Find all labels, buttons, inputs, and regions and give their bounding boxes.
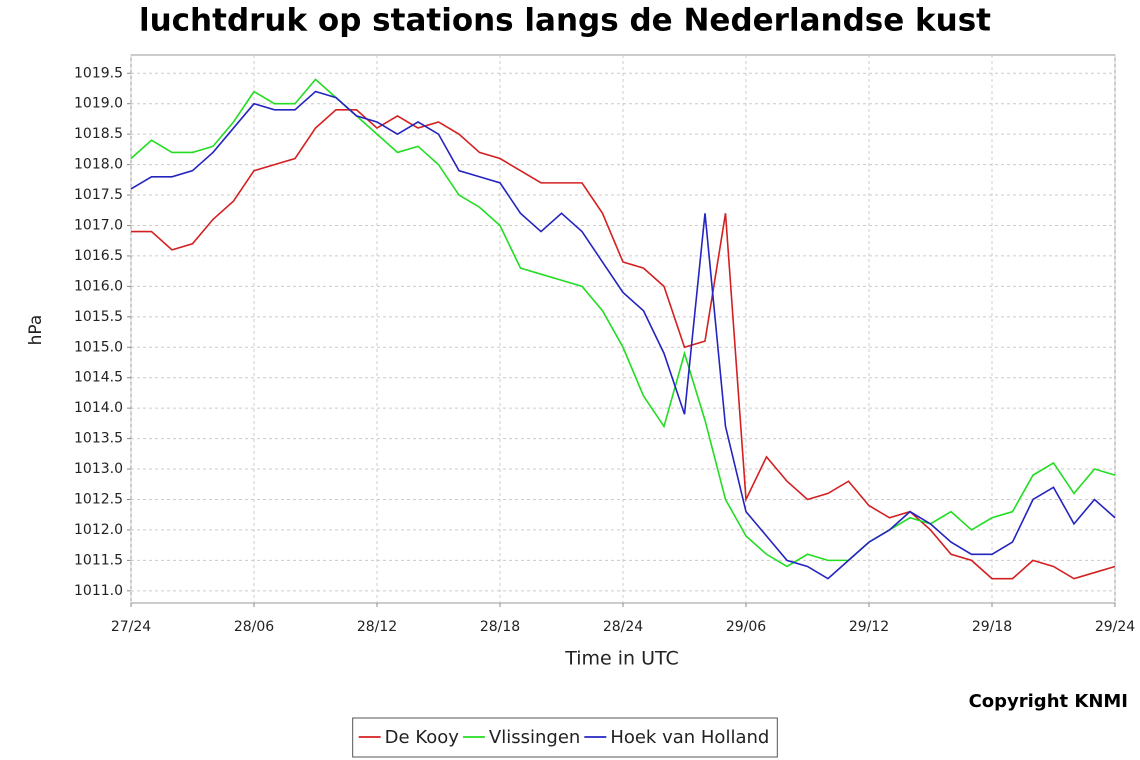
y-tick-label: 1012.0 [74,522,123,538]
copyright: Copyright KNMI [969,691,1128,712]
x-tick-label: 28/12 [357,619,397,635]
x-tick-label: 28/24 [603,619,643,635]
y-tick-label: 1019.0 [74,96,123,112]
y-tick-label: 1018.5 [74,126,123,142]
series-line [131,109,1116,580]
y-tick-label: 1015.5 [74,309,123,325]
x-tick-label: 29/18 [972,619,1012,635]
y-tick-label: 1015.0 [74,339,123,355]
y-axis-title: hPa [26,315,46,346]
x-tick-label: 29/24 [1095,619,1135,635]
y-tick-label: 1016.0 [74,278,123,294]
y-tick-label: 1016.5 [74,248,123,264]
y-tick-label: 1011.5 [74,552,123,568]
x-tick-label: 27/24 [111,619,151,635]
x-tick-label: 28/06 [234,619,274,635]
x-tick-label: 28/18 [480,619,520,635]
x-tick-label: 29/06 [726,619,766,635]
plot-area [130,54,1116,604]
y-tick-label: 1012.5 [74,491,123,507]
legend-label: Hoek van Holland [610,727,769,748]
series-line [130,78,1116,568]
x-tick-label: 29/12 [849,619,889,635]
y-tick-label: 1014.5 [74,370,123,386]
series-line [130,90,1116,580]
legend-label: De Kooy [385,727,460,748]
y-tick-label: 1013.5 [74,431,123,447]
y-tick-label: 1017.0 [74,217,123,233]
legend: De Kooy Vlissingen Hoek van Holland [352,717,778,758]
y-tick-label: 1011.0 [74,583,123,599]
y-tick-label: 1017.5 [74,187,123,203]
y-tick-label: 1013.0 [74,461,123,477]
legend-box [352,717,778,758]
y-tick-label: 1018.0 [74,157,123,173]
y-tick-label: 1014.0 [74,400,123,416]
y-tick-label: 1019.5 [74,65,123,81]
legend-label: Vlissingen [489,727,580,748]
x-axis-title: Time in UTC [564,648,679,670]
chart-title: luchtdruk op stations langs de Nederland… [139,3,991,39]
